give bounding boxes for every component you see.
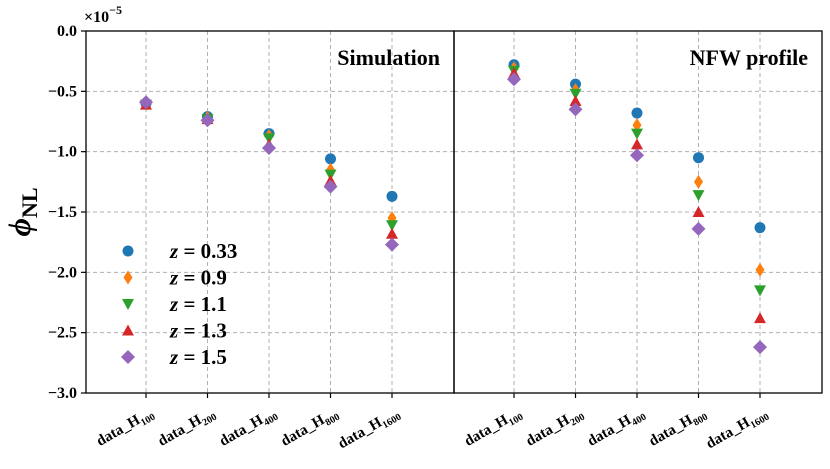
data-point [630,148,644,163]
x-tick-label: data_H100 [462,405,526,453]
legend-marker [122,299,134,310]
legend: z = 0.33 z = 0.9z = 1.1 z = 1.3z = 1.5 [121,239,237,369]
y-tick-label: −2.0 [48,264,77,281]
y-tick-label: −3.0 [48,385,77,402]
y-scale-factor: ×10−5 [84,3,122,26]
data-point [753,340,767,355]
y-tick-label: 0.0 [57,23,77,40]
data-point [323,179,338,194]
legend-marker [123,270,133,285]
data-point [631,107,643,119]
data-point [754,285,766,297]
data-point [262,141,276,156]
data-markers [139,59,767,355]
x-tick-label: data_H200 [155,405,219,453]
legend-marker [122,324,134,336]
panel-title: Simulation [337,45,440,70]
data-point [386,227,398,239]
data-point [691,221,706,236]
x-tick-label: data_H400 [585,405,649,453]
axis-ticks [81,30,761,398]
data-point [692,206,705,217]
x-tick-label: data_H800 [278,405,342,453]
data-point [569,88,582,100]
data-point [754,222,766,234]
data-point [631,128,643,140]
x-tick-label: data_H200 [523,405,587,453]
data-point [200,113,215,128]
x-tick-label: data_H400 [217,405,281,453]
legend-label: z = 0.9 [169,266,227,290]
data-point [385,237,399,252]
x-tick-label: data_H1600 [704,405,772,455]
y-tick-label: −0.5 [48,83,77,100]
legend-label: z = 1.5 [169,345,227,369]
x-tick-label: data_H1600 [336,405,404,455]
data-point [569,94,582,106]
grid-lines [86,31,822,393]
x-tick-label: data_H100 [94,405,158,453]
legend-marker [121,350,135,364]
y-tick-label: −1.5 [48,204,77,221]
y-axis-label: ϕNL [1,187,42,236]
data-point [754,312,766,324]
legend-marker [122,245,134,257]
data-point [386,220,398,232]
data-point [692,190,705,202]
data-point [568,102,583,117]
x-tick-label: data_H800 [646,405,710,453]
data-point [694,174,703,189]
axis-labels: data_H100data_H200data_H400data_H800data… [1,3,809,455]
legend-label: z = 1.3 [169,319,227,343]
y-tick-label: −1.0 [48,144,77,161]
data-point [693,152,704,164]
panel-title: NFW profile [690,45,809,70]
data-point [139,95,153,110]
data-point [631,138,643,150]
data-point [386,190,398,202]
data-point [507,72,521,87]
legend-label: z = 0.33 [169,239,237,263]
y-tick-label: −2.5 [48,325,77,342]
legend-label: z = 1.1 [169,292,227,316]
data-point [325,153,336,165]
axes-frame [453,30,823,394]
data-point [755,262,765,277]
